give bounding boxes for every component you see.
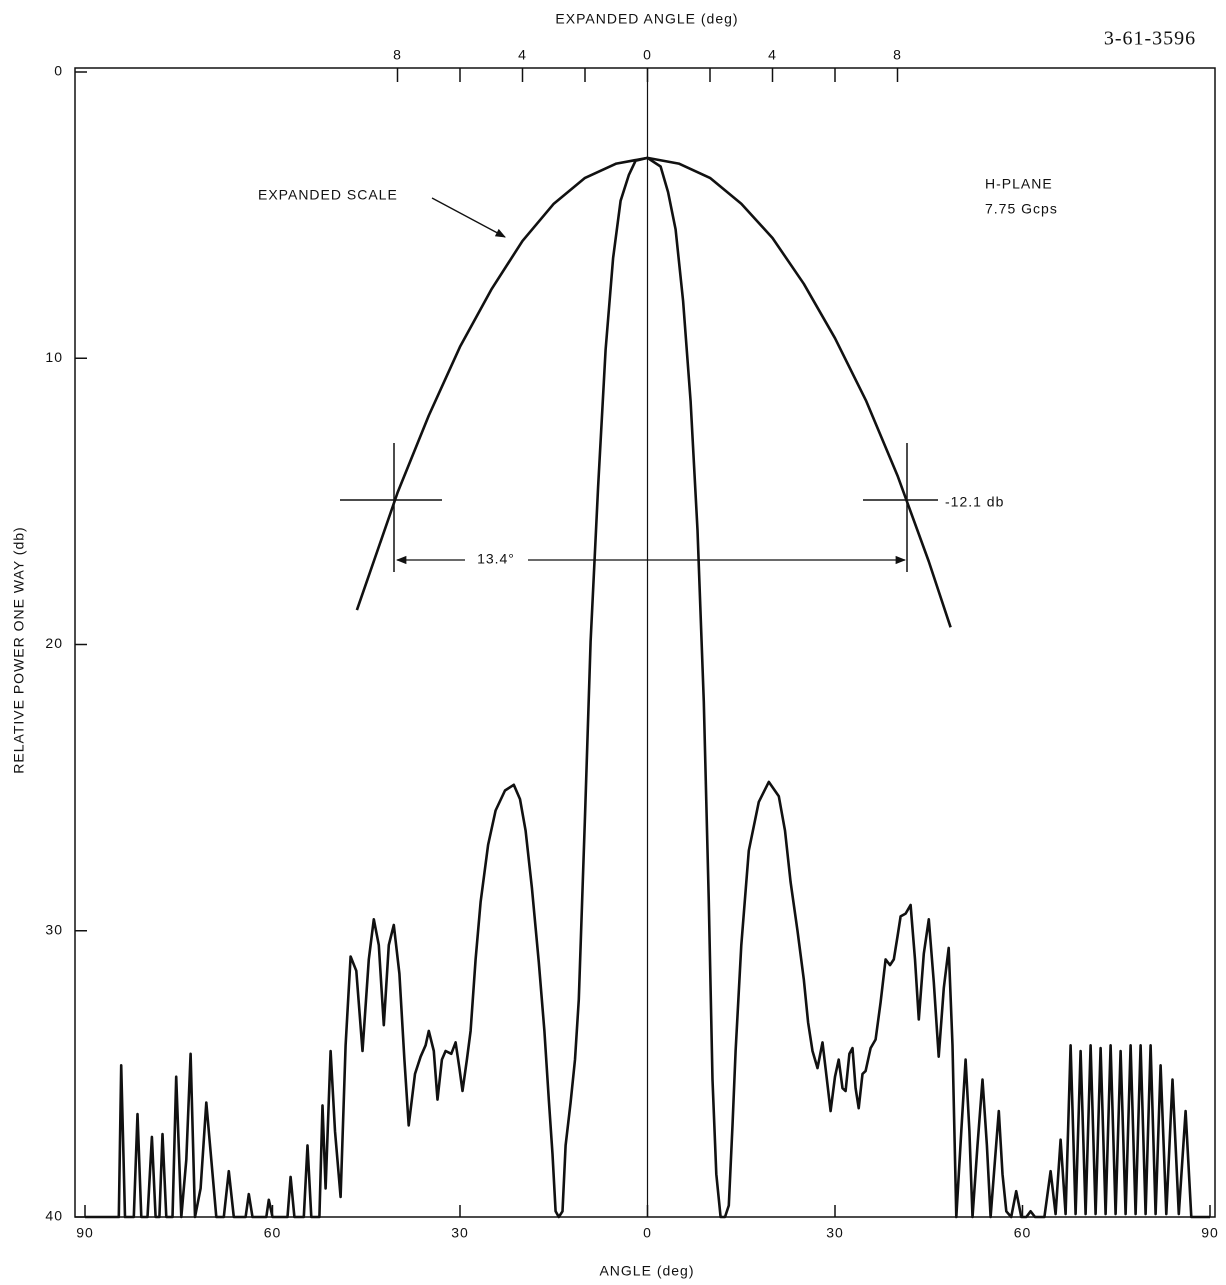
- x2-tick-label: 0: [643, 47, 652, 63]
- annotation: -12.1 db: [945, 494, 1004, 510]
- x-tick-label: 0: [643, 1225, 652, 1241]
- x2-tick-label: 4: [768, 47, 777, 63]
- x2-tick-label: 4: [518, 47, 527, 63]
- y-tick-label: 30: [45, 921, 63, 937]
- annotation: 7.75 Gcps: [985, 201, 1058, 217]
- y-tick-label: 0: [54, 63, 63, 79]
- figure-id: 3-61-3596: [1104, 28, 1196, 50]
- annotation-arrow: [431, 197, 506, 238]
- line-series: [355, 156, 952, 628]
- y-tick-label: 40: [45, 1208, 63, 1224]
- x2-tick-label: 8: [393, 47, 402, 63]
- annotation: H-PLANE: [985, 176, 1053, 192]
- x-tick-label: 90: [1201, 1225, 1219, 1241]
- plot-frame: [74, 67, 1216, 1218]
- x2-tick-label: 8: [893, 47, 902, 63]
- y-axis-title: RELATIVE POWER ONE WAY (db): [11, 526, 27, 773]
- line-series: [85, 156, 1210, 1219]
- x2-axis-title: EXPANDED ANGLE (deg): [555, 11, 738, 27]
- annotation: EXPANDED SCALE: [258, 187, 398, 203]
- x-tick-label: 60: [1014, 1225, 1032, 1241]
- y-tick-label: 10: [45, 349, 63, 365]
- x-tick-label: 30: [826, 1225, 844, 1241]
- x-axis-title: ANGLE (deg): [599, 1263, 694, 1279]
- y-tick-label: 20: [45, 635, 63, 651]
- x-tick-label: 30: [451, 1225, 469, 1241]
- x-tick-label: 60: [264, 1225, 282, 1241]
- annotation: 13.4°: [477, 551, 515, 567]
- x-tick-label: 90: [76, 1225, 94, 1241]
